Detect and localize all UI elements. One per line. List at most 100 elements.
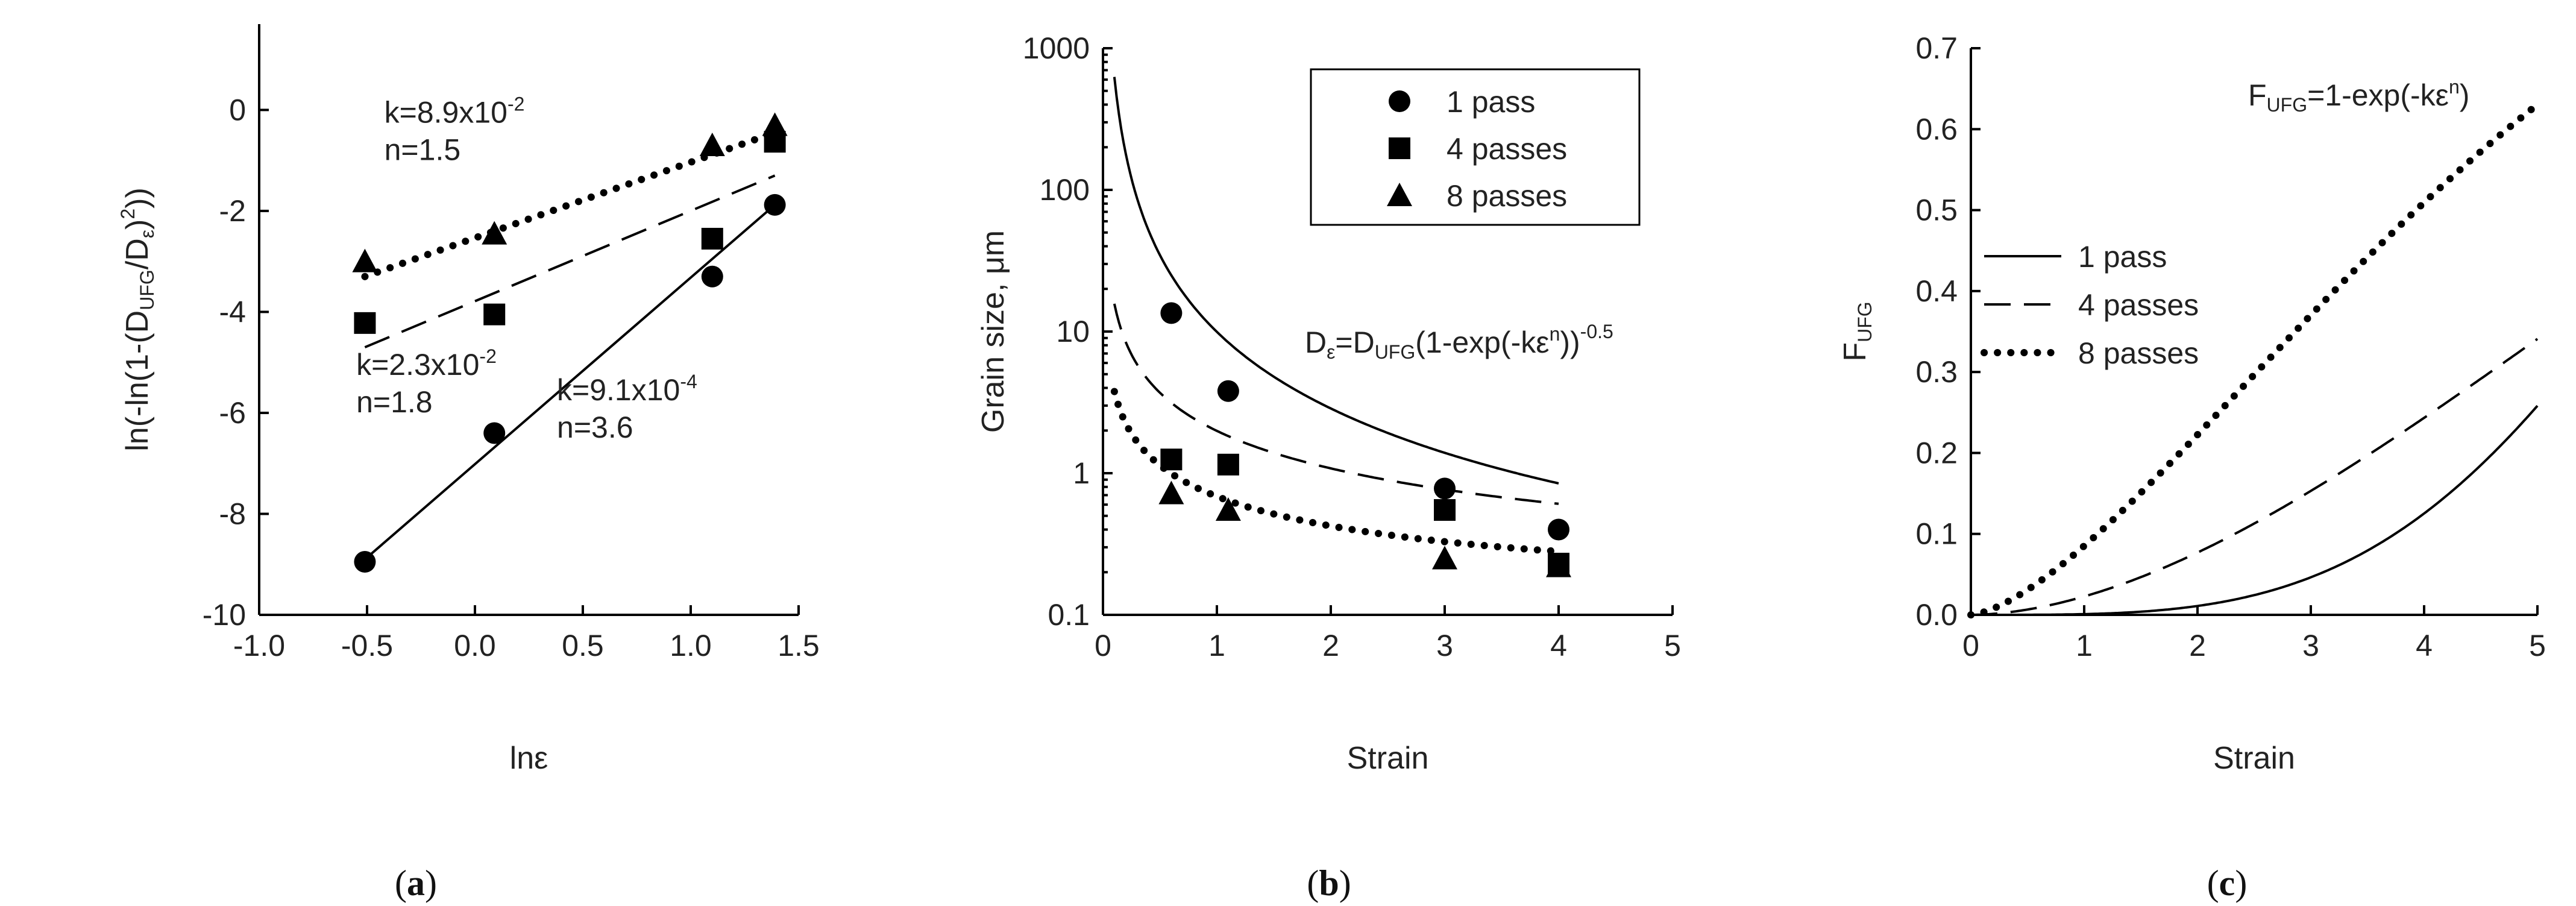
- data-point: [1215, 497, 1241, 521]
- x-tick-label: 0.0: [454, 629, 496, 662]
- legend: 1 pass 4 passes 8 passes: [1981, 240, 2199, 370]
- y-tick-label: 100: [1040, 173, 1090, 207]
- y-tick-label: 10: [1056, 315, 1090, 348]
- y-tick-label: 0.7: [1915, 31, 1958, 65]
- x-tick-label: 2: [2189, 629, 2206, 662]
- legend-label: 8 passes: [2078, 336, 2199, 370]
- fit-annotation: n=1.5: [385, 133, 461, 166]
- data-point: [354, 312, 376, 334]
- fit-annotation: k=8.9x10-2: [385, 93, 525, 129]
- y-tick-label: 0.3: [1915, 355, 1958, 389]
- x-tick-label: 5: [2529, 629, 2546, 662]
- y-axis-title: ln(-ln(1-(DUFG/Dε)2)): [117, 187, 158, 451]
- data-point: [482, 221, 507, 245]
- x-tick-label: 1: [1208, 629, 1225, 662]
- fit-curve: [1113, 303, 1559, 505]
- equation: Dε=DUFG(1-exp(-kεn))-0.5: [1305, 321, 1613, 363]
- panel-a-axes: -1.0 -0.5 0.0 0.5 1.0 1.5 -10 -8 -6 -4 -2 0 lnε: [203, 24, 820, 776]
- y-tick-label: 0: [229, 93, 246, 127]
- y-tick-label: 0.5: [1915, 193, 1958, 227]
- x-tick-label: 3: [2302, 629, 2319, 662]
- data-point: [1548, 518, 1569, 541]
- fit-curve: [1971, 404, 2539, 616]
- fit-annotation: n=3.6: [557, 411, 633, 444]
- y-tick-label: 0.0: [1915, 598, 1958, 632]
- series-0: [1971, 404, 2539, 616]
- x-tick-label: -0.5: [341, 629, 393, 662]
- x-tick-label: 4: [1550, 629, 1567, 662]
- fit-annotation: k=9.1x10-4: [557, 371, 697, 407]
- series-0: [1113, 77, 1569, 541]
- x-tick-label: 0: [1962, 629, 1979, 662]
- fit-line: [364, 174, 776, 348]
- legend-label: 4 passes: [1447, 132, 1567, 166]
- x-tick-label: 5: [1664, 629, 1681, 662]
- legend: 1 pass 4 passes 8 passes: [1310, 68, 1641, 226]
- y-tick-label: -10: [203, 598, 246, 632]
- legend-marker: [1389, 137, 1410, 159]
- data-point: [699, 133, 725, 157]
- fit-annotation: n=1.8: [356, 385, 433, 419]
- x-tick-label: 0: [1095, 629, 1111, 662]
- legend-marker: [1389, 90, 1410, 112]
- data-point: [1434, 499, 1456, 521]
- series-0: [354, 193, 786, 573]
- data-point: [1158, 480, 1184, 505]
- x-tick-label: 2: [1322, 629, 1339, 662]
- fit-line: [364, 204, 776, 561]
- x-tick-label: 1.0: [670, 629, 712, 662]
- series-1: [1971, 338, 2539, 616]
- x-axis-title: Strain: [1347, 741, 1429, 776]
- panel-c-axes: 0 1 2 3 4 5 0.0 0.1 0.2 0.3 0.4 0.5 0.6 0.7 Strain: [1915, 31, 2545, 776]
- y-tick-label: -6: [219, 396, 246, 430]
- fit-line: [361, 129, 779, 280]
- data-point: [764, 193, 786, 216]
- legend-label: 1 pass: [1447, 85, 1535, 119]
- x-tick-label: 1.5: [778, 629, 820, 662]
- x-tick-label: 0.5: [562, 629, 604, 662]
- panel-label-c: (c): [2207, 863, 2248, 903]
- panel-label-a: (a): [395, 863, 437, 903]
- series-2: [352, 112, 788, 280]
- y-tick-label: 1: [1073, 456, 1090, 490]
- legend-marker: [1387, 183, 1412, 206]
- data-point: [701, 265, 723, 288]
- legend-label: 4 passes: [2078, 288, 2199, 322]
- data-point: [762, 112, 788, 136]
- data-point: [483, 303, 506, 326]
- panel-label-b: (b): [1307, 863, 1351, 903]
- data-point: [354, 551, 376, 573]
- y-tick-label: 0.2: [1915, 436, 1958, 470]
- x-axis-title: lnε: [510, 741, 548, 776]
- x-axis-title: Strain: [2213, 741, 2295, 776]
- equation: FUFG=1-exp(-kεn): [2248, 76, 2469, 116]
- data-point: [1432, 546, 1457, 570]
- fit-curve: [1967, 101, 2541, 618]
- x-tick-label: 4: [2416, 629, 2433, 662]
- data-point: [1217, 380, 1239, 402]
- y-tick-label: -2: [219, 194, 246, 228]
- data-point: [483, 422, 506, 444]
- y-tick-label: 0.6: [1915, 112, 1958, 146]
- data-point: [701, 227, 723, 250]
- fit-annotation: k=2.3x10-2: [356, 345, 497, 382]
- y-tick-label: 0.1: [1048, 598, 1090, 632]
- y-axis-title: FUFG: [1838, 301, 1876, 361]
- y-tick-label: 0.1: [1915, 517, 1958, 551]
- y-tick-label: -4: [219, 295, 246, 329]
- data-point: [1546, 553, 1571, 577]
- panel-b-axes: 0 1 2 3 4 5 0.1 1 10 100 1000 Strain: [1023, 31, 1681, 776]
- series-2: [1967, 101, 2541, 618]
- y-tick-label: -8: [219, 497, 246, 530]
- y-tick-label: 0.4: [1915, 274, 1958, 308]
- y-tick-label: 1000: [1023, 31, 1090, 65]
- y-axis-title: Grain size, μm: [976, 230, 1011, 433]
- fit-curve: [1971, 338, 2539, 616]
- series-2: [1110, 388, 1571, 577]
- fit-curve: [1113, 77, 1559, 485]
- x-tick-label: -1.0: [233, 629, 285, 662]
- legend-box: [1310, 68, 1641, 226]
- fit-curve: [1110, 388, 1562, 555]
- x-tick-label: 1: [2076, 629, 2093, 662]
